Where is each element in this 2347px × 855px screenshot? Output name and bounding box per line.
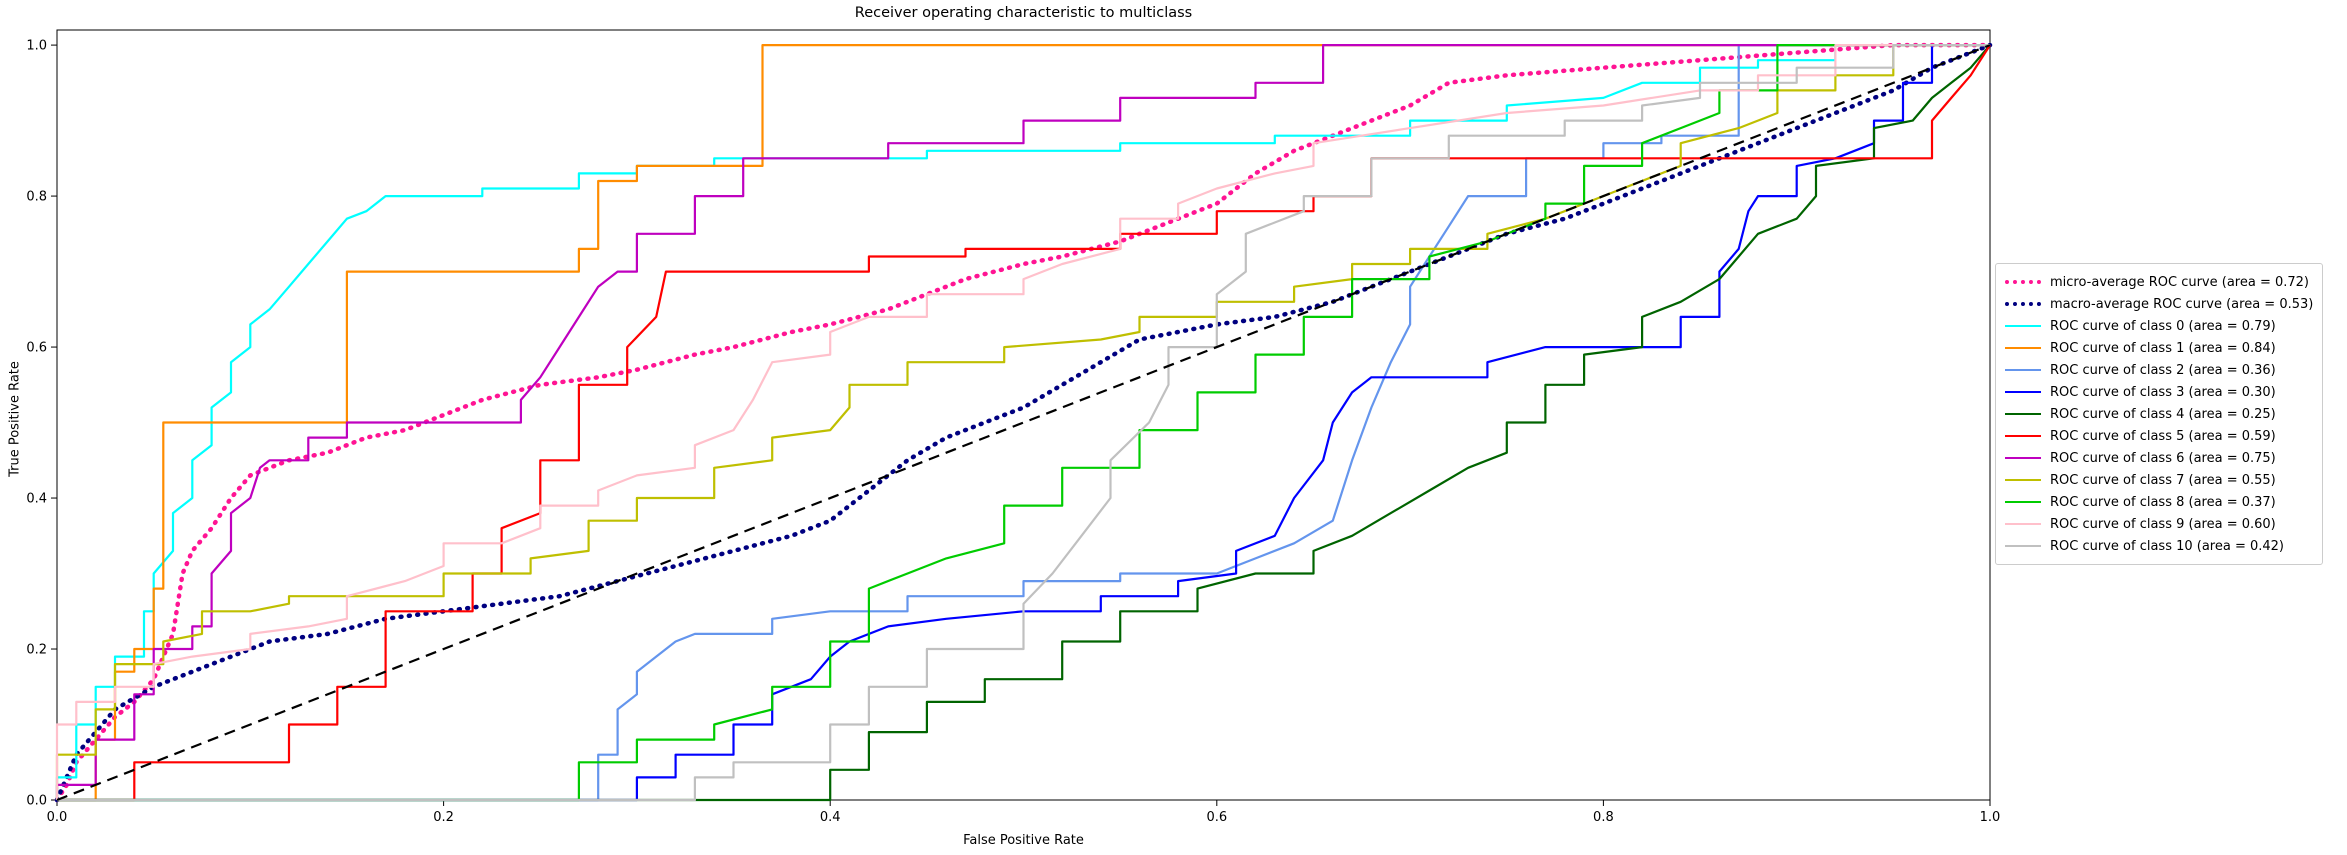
series-class-0 [55,43,1990,800]
legend-label: micro-average ROC curve (area = 0.72) [2050,274,2309,290]
legend-item-micro-average: micro-average ROC curve (area = 0.72) [2005,271,2313,293]
series-class-4 [57,44,1991,802]
y-tick-label: 0.4 [26,492,47,507]
legend-swatch-class-10 [2005,545,2041,547]
legend: micro-average ROC curve (area = 0.72) mac… [1995,263,2324,565]
series-macro-average [54,42,1993,803]
legend-item-class-9: ROC curve of class 9 (area = 0.60) [2005,513,2313,535]
legend-item-macro-average: macro-average ROC curve (area = 0.53) [2005,293,2313,315]
y-tick-label: 0.6 [26,341,47,356]
legend-item-class-7: ROC curve of class 7 (area = 0.55) [2005,469,2313,491]
y-tick-label: 0.2 [26,643,47,658]
series-chance [56,44,1991,802]
legend-swatch-class-0 [2005,325,2041,327]
legend-item-class-1: ROC curve of class 1 (area = 0.84) [2005,337,2313,359]
series-class-9 [55,43,1990,800]
legend-swatch-class-7 [2005,479,2041,481]
legend-label: ROC curve of class 0 (area = 0.79) [2050,318,2276,334]
x-axis-label: False Positive Rate [963,833,1084,848]
legend-swatch-class-1 [2005,347,2041,349]
legend-swatch-class-2 [2005,369,2041,371]
legend-item-class-10: ROC curve of class 10 (area = 0.42) [2005,535,2313,557]
legend-swatch-class-9 [2005,523,2041,525]
legend-item-class-6: ROC curve of class 6 (area = 0.75) [2005,447,2313,469]
x-tick-label: 0.2 [433,810,454,825]
legend-label: ROC curve of class 8 (area = 0.37) [2050,494,2276,510]
legend-label: ROC curve of class 9 (area = 0.60) [2050,516,2276,532]
legend-swatch-class-5 [2005,435,2041,437]
legend-item-class-5: ROC curve of class 5 (area = 0.59) [2005,425,2313,447]
legend-label: ROC curve of class 7 (area = 0.55) [2050,472,2276,488]
legend-swatch-class-3 [2005,391,2041,393]
legend-label: macro-average ROC curve (area = 0.53) [2050,296,2314,312]
legend-item-class-8: ROC curve of class 8 (area = 0.37) [2005,491,2313,513]
legend-item-class-0: ROC curve of class 0 (area = 0.79) [2005,315,2313,337]
x-tick-label: 0.0 [47,810,68,825]
legend-swatch-class-4 [2005,413,2041,415]
x-tick-label: 0.6 [1206,810,1227,825]
legend-label: ROC curve of class 2 (area = 0.36) [2050,362,2276,378]
legend-swatch-class-8 [2005,501,2041,503]
legend-swatch-micro-average [2005,280,2041,284]
legend-swatch-macro-average [2005,302,2041,306]
x-tick-label: 0.8 [1593,810,1614,825]
legend-label: ROC curve of class 10 (area = 0.42) [2050,538,2285,554]
series-class-6 [55,43,1990,800]
legend-item-class-2: ROC curve of class 2 (area = 0.36) [2005,359,2313,381]
legend-item-class-3: ROC curve of class 3 (area = 0.30) [2005,381,2313,403]
y-tick-label: 0.0 [26,794,47,809]
x-tick-label: 0.4 [820,810,841,825]
x-tick-label: 1.0 [1980,810,2001,825]
series-micro-average [54,42,1993,803]
axes-frame [56,29,1991,801]
y-tick-label: 0.8 [26,190,47,205]
y-tick-label: 1.0 [26,39,47,54]
legend-label: ROC curve of class 3 (area = 0.30) [2050,384,2276,400]
legend-swatch-class-6 [2005,457,2041,459]
series-class-8 [57,43,1990,802]
series-class-2 [57,43,1990,802]
legend-item-class-4: ROC curve of class 4 (area = 0.25) [2005,403,2313,425]
legend-label: ROC curve of class 1 (area = 0.84) [2050,340,2276,356]
legend-label: ROC curve of class 5 (area = 0.59) [2050,428,2276,444]
legend-label: ROC curve of class 6 (area = 0.75) [2050,450,2276,466]
chart-title: Receiver operating characteristic to mul… [854,5,1193,21]
legend-label: ROC curve of class 4 (area = 0.25) [2050,406,2276,422]
